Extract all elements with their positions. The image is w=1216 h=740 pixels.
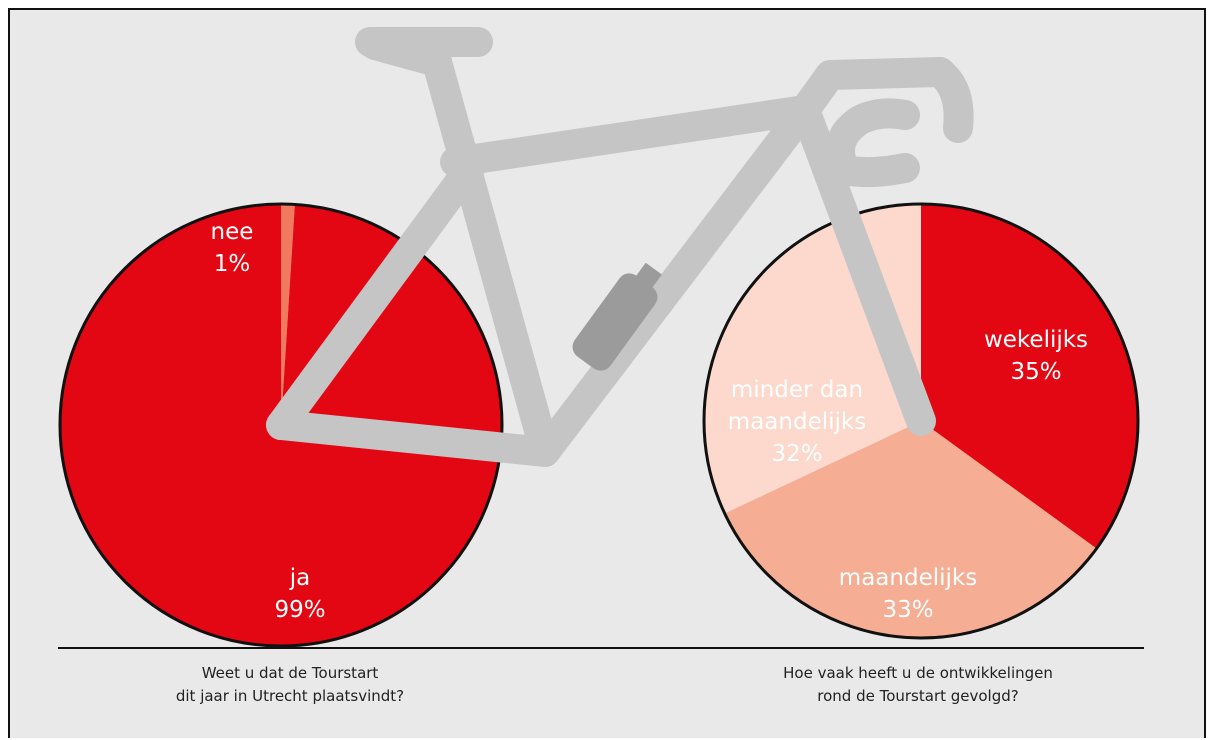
slice-name: nee <box>210 219 254 245</box>
pie-slice <box>281 205 295 425</box>
bottle-cap <box>635 262 662 290</box>
slice-name: maandelijks <box>838 565 978 591</box>
slice-name: ja <box>289 565 311 591</box>
wheel-rim <box>58 202 504 648</box>
slice-label: maandelijks 33% <box>839 562 977 626</box>
top-tube <box>440 95 820 177</box>
caption-line: Weet u dat de Tourstart <box>201 664 379 682</box>
chain-down-tube <box>266 95 820 467</box>
caption-line: rond de Tourstart gevolgd? <box>817 687 1019 705</box>
slice-value: 1% <box>213 251 251 277</box>
slice-label: ja 99% <box>274 562 325 626</box>
bottle <box>572 262 662 371</box>
fork <box>790 57 955 436</box>
wheel-rim <box>702 202 1140 640</box>
caption-line: dit jaar in Utrecht plaatsvindt? <box>175 687 405 705</box>
question-caption: Weet u dat de Tourstart dit jaar in Utrec… <box>176 662 404 708</box>
question-caption: Hoe vaak heeft u de ontwikkelingen rond d… <box>783 662 1053 708</box>
slice-value: 35% <box>1010 359 1062 385</box>
bottle-body <box>572 273 658 371</box>
slice-name: wekelijks <box>983 327 1089 353</box>
slice-name: minder dan maandelijks <box>727 377 867 435</box>
slice-label: nee 1% <box>211 216 254 280</box>
pie-slice <box>921 205 1137 548</box>
slice-value: 99% <box>274 597 326 623</box>
caption-line: Hoe vaak heeft u de ontwikkelingen <box>783 664 1053 682</box>
slice-label: wekelijks 35% <box>984 324 1088 388</box>
seat-stay <box>266 153 485 440</box>
handlebar <box>825 57 974 188</box>
bike <box>266 27 974 467</box>
slice-value: 32% <box>771 441 823 467</box>
pie-slice <box>725 421 1096 637</box>
slice-value: 33% <box>882 597 934 623</box>
seat-tube <box>422 47 560 467</box>
slice-label: minder dan maandelijks 32% <box>705 374 890 470</box>
